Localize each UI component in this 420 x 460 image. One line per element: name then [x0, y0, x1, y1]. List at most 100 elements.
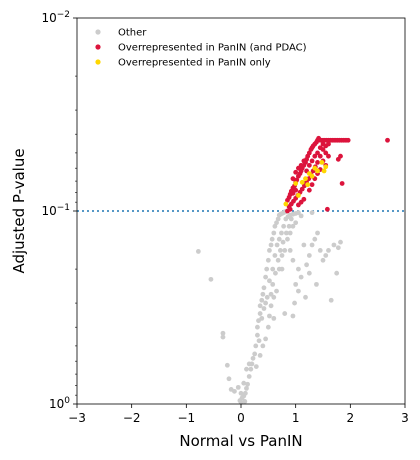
legend-label: Overrepresented in PanIN (and PDAC) [118, 43, 307, 54]
data-point-s0-96 [271, 294, 277, 300]
data-point-s0-0 [195, 249, 201, 254]
data-point-s0-49 [261, 306, 267, 311]
data-point-s0-97 [270, 281, 276, 287]
data-point-s0-25 [257, 311, 263, 316]
data-point-s0-106 [309, 210, 315, 216]
data-point-s0-85 [320, 257, 326, 263]
data-point-s2-3 [305, 182, 311, 188]
data-point-s0-76 [296, 288, 301, 294]
data-point-s1-78 [287, 206, 293, 212]
data-point-s0-22 [255, 332, 260, 338]
data-point-s2-6 [319, 160, 325, 165]
x-tick-label: 2 [347, 411, 355, 425]
y-axis-title: Adjusted P-value [10, 148, 28, 273]
x-tick-label: −2 [123, 411, 141, 425]
y-tick-label: 100 [49, 396, 70, 411]
data-point-s0-28 [260, 291, 266, 297]
legend-marker [95, 29, 101, 35]
data-point-s1-45 [298, 162, 304, 168]
data-point-s2-11 [312, 165, 318, 171]
data-point-s0-98 [273, 270, 278, 276]
data-point-s1-68 [385, 137, 390, 143]
data-point-s0-20 [252, 351, 258, 357]
data-point-s0-101 [280, 239, 286, 245]
data-point-s1-37 [315, 160, 320, 165]
data-point-s0-103 [286, 223, 292, 229]
data-point-s0-2 [220, 330, 226, 336]
data-point-s0-36 [271, 230, 277, 236]
data-point-s0-69 [282, 247, 288, 253]
data-point-s0-92 [338, 239, 343, 245]
data-point-s1-82 [306, 187, 312, 193]
data-point-s1-52 [317, 145, 323, 151]
data-point-s0-123 [267, 313, 272, 319]
data-point-s0-86 [323, 253, 329, 258]
data-point-s1-42 [290, 176, 296, 182]
data-point-s0-121 [314, 281, 319, 287]
y-tick-label: 10−2 [41, 10, 70, 25]
data-point-s0-116 [290, 257, 296, 263]
data-point-s1-46 [301, 158, 307, 164]
legend-marker [95, 59, 101, 65]
data-point-s1-48 [306, 162, 312, 168]
x-tick-label: −1 [177, 411, 195, 425]
data-point-s0-39 [275, 216, 281, 222]
data-point-s0-93 [263, 336, 268, 342]
y-axis: 100 10−1 10−2 [41, 10, 77, 411]
data-point-s0-105 [298, 213, 304, 219]
data-point-s0-37 [272, 223, 278, 229]
data-point-s0-33 [267, 247, 272, 253]
data-point-s1-38 [317, 153, 323, 159]
data-point-s0-120 [306, 270, 312, 276]
data-point-s2-0 [283, 201, 289, 207]
data-point-s0-124 [268, 291, 274, 297]
data-point-s0-52 [270, 266, 276, 272]
data-point-s0-94 [260, 343, 266, 349]
data-point-s1-74 [335, 156, 341, 162]
data-point-s0-17 [248, 366, 254, 372]
data-point-s1-69 [323, 150, 329, 156]
data-point-s0-102 [283, 230, 289, 236]
data-point-s1-41 [326, 141, 331, 147]
data-point-s0-3 [220, 334, 226, 340]
data-point-s0-87 [326, 247, 331, 253]
data-point-s1-88 [290, 190, 296, 196]
data-point-s0-29 [261, 285, 267, 291]
data-point-s1-67 [345, 137, 351, 143]
data-point-s2-10 [293, 181, 299, 186]
data-point-s0-71 [287, 230, 293, 236]
legend-label: Overrepresented in PanIN only [118, 58, 271, 69]
x-axis: −3 −2 −1 0 1 2 3 [68, 404, 409, 425]
data-point-s0-99 [275, 257, 281, 263]
data-point-s0-118 [296, 266, 301, 272]
data-point-s0-26 [257, 303, 263, 309]
data-point-s0-78 [303, 294, 308, 300]
data-point-s0-46 [253, 364, 259, 369]
data-point-s0-108 [246, 361, 252, 367]
data-point-s0-89 [331, 242, 337, 248]
data-point-s0-57 [281, 223, 287, 229]
x-axis-title: Normal vs PanIN [179, 432, 302, 450]
data-point-s0-7 [232, 388, 237, 394]
data-point-s0-54 [274, 242, 280, 248]
legend: Other Overrepresented in PanIN (and PDAC)… [95, 28, 307, 69]
data-point-s0-68 [279, 253, 285, 258]
data-point-s0-114 [282, 311, 288, 316]
data-point-s0-50 [264, 294, 270, 300]
data-point-s0-32 [265, 257, 271, 263]
data-point-s1-76 [324, 206, 330, 212]
data-point-s0-48 [259, 315, 265, 321]
data-point-s2-12 [306, 171, 312, 176]
data-point-s1-70 [326, 153, 331, 159]
data-point-s0-65 [271, 315, 277, 321]
data-point-s0-74 [290, 313, 296, 319]
data-point-s1-81 [301, 196, 307, 202]
data-point-s1-33 [306, 176, 312, 182]
data-point-s0-27 [259, 297, 265, 303]
data-point-s0-88 [328, 297, 334, 303]
data-point-s0-55 [276, 236, 282, 242]
data-point-s1-83 [309, 182, 315, 188]
data-point-s0-115 [287, 247, 293, 253]
data-point-s0-117 [293, 281, 299, 287]
